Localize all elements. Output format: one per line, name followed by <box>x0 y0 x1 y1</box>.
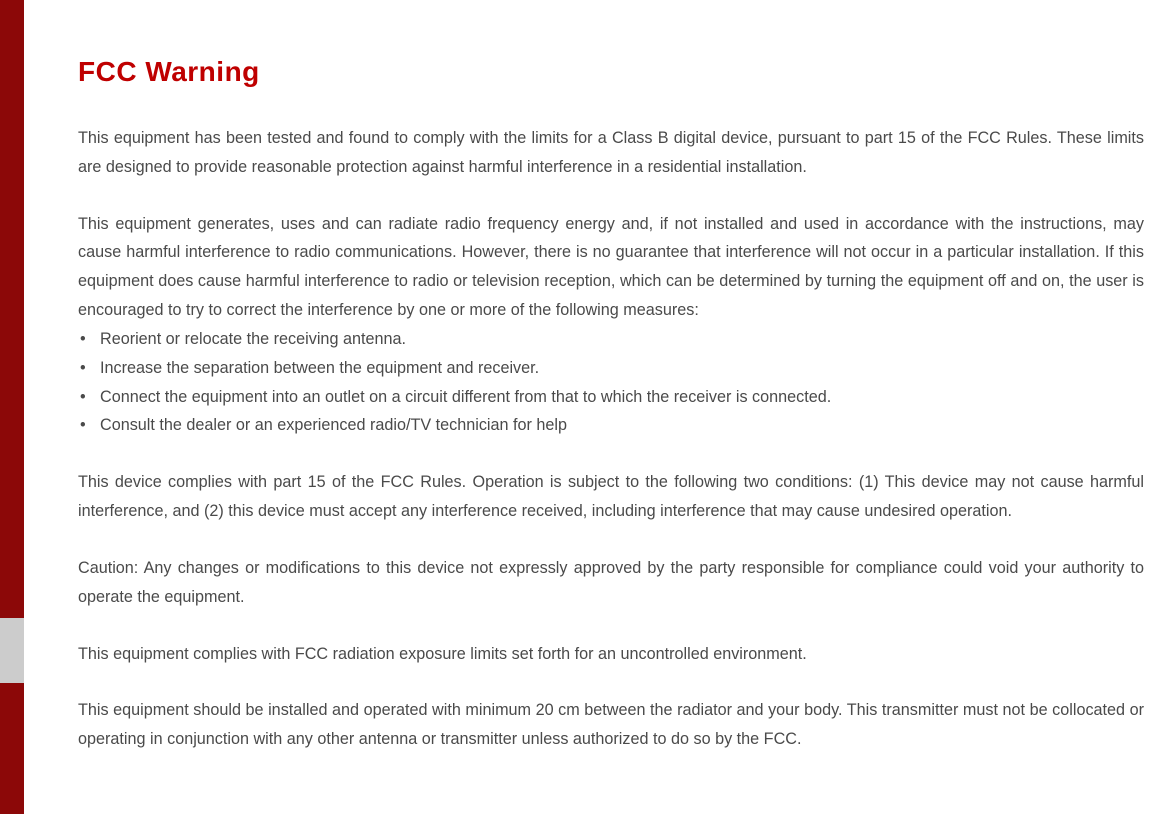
page-title: FCC Warning <box>78 56 1144 88</box>
page-content: FCC Warning This equipment has been test… <box>24 0 1164 814</box>
sidebar-current-section-marker <box>0 618 24 683</box>
list-item: Connect the equipment into an outlet on … <box>78 383 1144 412</box>
paragraph-intro: This equipment has been tested and found… <box>78 124 1144 182</box>
paragraph-installation: This equipment should be installed and o… <box>78 696 1144 754</box>
list-item: Increase the separation between the equi… <box>78 354 1144 383</box>
list-item: Consult the dealer or an experienced rad… <box>78 411 1144 440</box>
measures-list: Reorient or relocate the receiving anten… <box>78 325 1144 440</box>
sidebar-nav-strip <box>0 0 24 814</box>
sidebar-segment-top <box>0 0 24 618</box>
paragraph-compliance: This device complies with part 15 of the… <box>78 468 1144 526</box>
paragraph-caution: Caution: Any changes or modifications to… <box>78 554 1144 612</box>
list-item: Reorient or relocate the receiving anten… <box>78 325 1144 354</box>
paragraph-interference: This equipment generates, uses and can r… <box>78 210 1144 325</box>
paragraph-radiation: This equipment complies with FCC radiati… <box>78 640 1144 669</box>
sidebar-segment-bottom <box>0 683 24 814</box>
